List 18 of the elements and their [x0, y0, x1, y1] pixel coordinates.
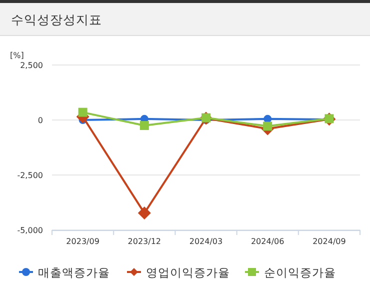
- y-axis-title: [%]: [10, 51, 24, 60]
- chart-title: 수익성장성지표: [11, 12, 102, 27]
- y-tick-label: -5,000: [17, 226, 43, 235]
- legend-label: 순이익증가율: [264, 266, 336, 280]
- legend-label: 매출액증가율: [38, 266, 110, 280]
- y-tick-label: 0: [38, 116, 43, 125]
- point: [138, 206, 151, 220]
- x-tick-label: 2023/12: [128, 237, 162, 246]
- x-tick-label: 2023/09: [66, 237, 100, 246]
- x-tick-label: 2024/03: [189, 237, 223, 246]
- point: [140, 121, 149, 130]
- y-tick-label: 2,500: [20, 61, 43, 70]
- point: [263, 122, 272, 131]
- y-tick-label: -2,500: [17, 171, 43, 180]
- point: [78, 108, 88, 117]
- x-tick-label: 2024/09: [312, 237, 346, 246]
- x-tick-label: 2024/06: [250, 237, 284, 246]
- legend-label: 영업이익증가율: [146, 266, 230, 280]
